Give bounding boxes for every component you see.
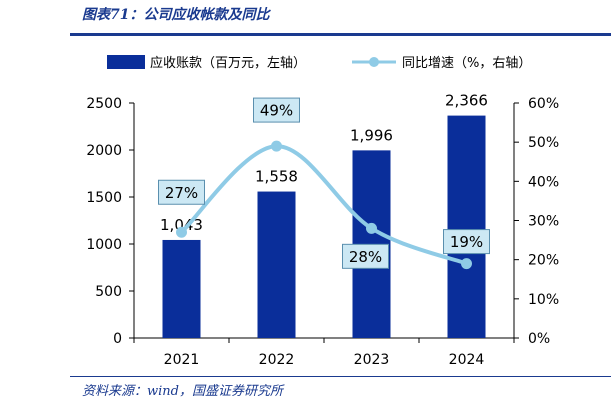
y-left-tick-label: 0	[113, 331, 122, 347]
legend-bar-swatch	[107, 55, 145, 69]
y-left-tick-label: 1500	[86, 190, 122, 206]
y-right-tick-label: 0%	[528, 331, 550, 347]
bar	[447, 115, 486, 338]
growth-value-label: 28%	[349, 248, 382, 266]
growth-point	[366, 222, 377, 234]
growth-value-label: 49%	[260, 102, 293, 120]
bar-value-label: 2,366	[445, 92, 488, 110]
growth-label-box	[158, 179, 205, 205]
growth-label-box	[253, 97, 300, 123]
y-right-tick-label: 40%	[528, 174, 559, 190]
figure-title: 图表71：公司应收帐款及同比	[82, 7, 270, 23]
y-right-tick-label: 50%	[528, 135, 559, 151]
y-left-tick-label: 500	[95, 284, 122, 300]
legend-line-marker	[369, 57, 379, 67]
y-left-tick-label: 2000	[86, 143, 122, 159]
growth-line-layer	[176, 140, 472, 270]
legend: 应收账款（百万元，左轴） 同比增速（%，右轴）	[107, 55, 531, 71]
bar	[162, 239, 201, 338]
y-right-tick-label: 10%	[528, 292, 559, 308]
top-rule	[70, 33, 611, 36]
y-right-tick-label: 60%	[528, 96, 559, 112]
growth-point	[271, 140, 282, 152]
source-note: 资料来源：wind，国盛证券研究所	[82, 384, 283, 399]
bottom-rule	[70, 376, 611, 377]
growth-line	[180, 144, 468, 266]
y-right-tick-label: 30%	[528, 214, 559, 230]
x-tick-label: 2022	[259, 352, 295, 368]
bar	[257, 191, 296, 338]
x-tick-label: 2024	[449, 352, 485, 368]
chart: 应收账款（百万元，左轴） 同比增速（%，右轴） 0 500 1000 1500 2000…	[86, 55, 559, 368]
growth-label-box	[443, 229, 490, 255]
point-labels: 27% 49% 28% 19%	[158, 97, 490, 269]
growth-value-label: 19%	[450, 233, 483, 251]
x-tick-label: 2021	[164, 352, 200, 368]
y-left-tick-label: 2500	[86, 96, 122, 112]
growth-point	[176, 226, 187, 238]
legend-bar-label: 应收账款（百万元，左轴）	[150, 55, 306, 71]
bar-value-label: 1,996	[350, 126, 393, 144]
y-right-tick-label: 20%	[528, 253, 559, 269]
y-left-tick-label: 1000	[86, 237, 122, 253]
bar-value-label: 1,558	[255, 168, 298, 186]
x-tick-label: 2023	[354, 352, 390, 368]
growth-value-label: 27%	[165, 184, 198, 202]
growth-label-box	[342, 243, 389, 269]
growth-point	[461, 258, 472, 270]
bars	[162, 115, 486, 338]
legend-line-label: 同比增速（%，右轴）	[402, 56, 531, 71]
